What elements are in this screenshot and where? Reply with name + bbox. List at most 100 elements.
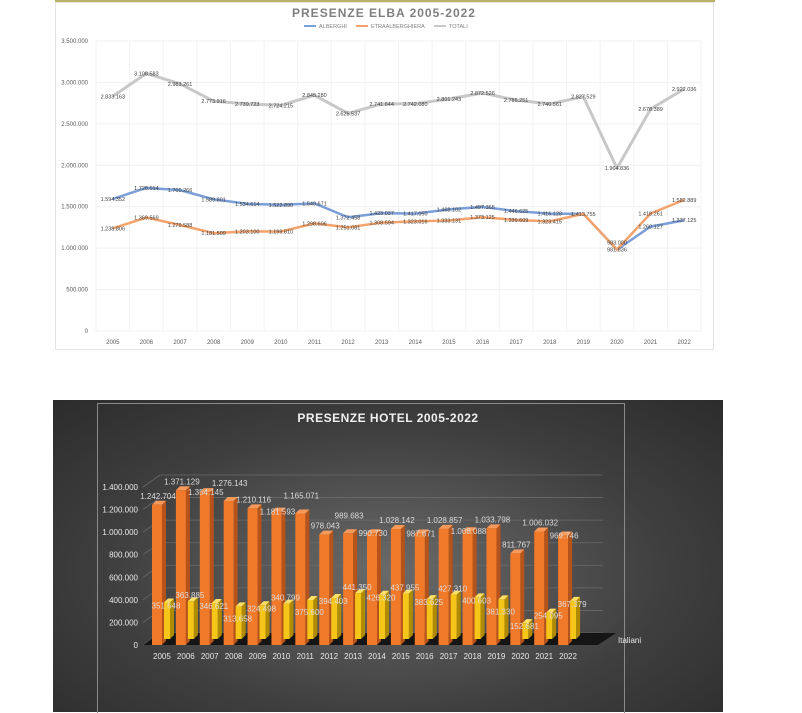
x-tick-label: 2015 bbox=[442, 340, 456, 346]
data-label: 978.043 bbox=[311, 522, 340, 531]
bar-top bbox=[498, 595, 509, 600]
bar bbox=[438, 528, 449, 645]
data-point bbox=[515, 210, 517, 212]
data-point bbox=[482, 206, 484, 208]
bar-side bbox=[576, 596, 581, 639]
bar-top bbox=[438, 524, 453, 529]
bar-top bbox=[390, 524, 405, 529]
bar bbox=[402, 593, 409, 639]
data-point bbox=[347, 226, 349, 228]
data-label: 1.260.127 bbox=[638, 225, 662, 231]
x-tick-label: 2007 bbox=[173, 340, 187, 346]
data-label: 313.658 bbox=[223, 614, 252, 623]
window-top-border bbox=[55, 0, 715, 2]
data-label: 375.600 bbox=[295, 608, 324, 617]
bar bbox=[175, 490, 186, 645]
data-label: 383.625 bbox=[414, 598, 443, 607]
data-label: 1.700.266 bbox=[168, 188, 192, 194]
data-label: 1.333.131 bbox=[437, 219, 461, 225]
x-tick-label: 2013 bbox=[375, 340, 389, 346]
bar bbox=[462, 531, 473, 645]
x-tick-label: 2005 bbox=[106, 340, 120, 346]
data-point bbox=[246, 103, 248, 105]
data-point bbox=[179, 189, 181, 191]
bar bbox=[546, 612, 553, 639]
data-point bbox=[414, 220, 416, 222]
x-tick-label: 2011 bbox=[297, 652, 315, 661]
data-point bbox=[313, 202, 315, 204]
data-point bbox=[515, 99, 517, 101]
data-label: 1.371.129 bbox=[164, 477, 200, 486]
bar-top bbox=[235, 602, 246, 607]
bar-top bbox=[462, 527, 477, 532]
x-tick-label: 2018 bbox=[464, 652, 482, 661]
x-tick-label: 2007 bbox=[201, 652, 219, 661]
data-point bbox=[145, 187, 147, 189]
x-tick-label: 2022 bbox=[678, 340, 692, 346]
bar bbox=[331, 598, 338, 639]
data-point bbox=[347, 216, 349, 218]
x-tick-label: 2020 bbox=[610, 340, 624, 346]
bar bbox=[426, 599, 433, 639]
bar-top bbox=[259, 601, 270, 606]
bar-top bbox=[271, 507, 286, 512]
data-label: 1.028.142 bbox=[379, 516, 415, 525]
data-label: 1.008.088 bbox=[451, 527, 487, 536]
data-point bbox=[482, 92, 484, 94]
bar bbox=[390, 528, 401, 645]
data-label: 1.728.014 bbox=[134, 186, 158, 192]
bar-side bbox=[241, 602, 246, 639]
bar bbox=[152, 504, 162, 645]
bar bbox=[486, 528, 497, 645]
depth-axis-label: Italiani bbox=[618, 636, 641, 645]
bar-top bbox=[319, 530, 334, 535]
data-label: 2.625.537 bbox=[336, 111, 360, 117]
bar-top bbox=[307, 596, 318, 601]
bar-top bbox=[211, 599, 222, 604]
data-label: 1.028.857 bbox=[427, 516, 463, 525]
bar-side bbox=[520, 549, 525, 645]
x-tick-label: 2009 bbox=[249, 652, 267, 661]
data-point bbox=[683, 219, 685, 221]
bar-side bbox=[217, 599, 222, 639]
bar bbox=[570, 600, 577, 639]
data-label: 3.108.583 bbox=[134, 71, 158, 77]
data-label: 1.534.614 bbox=[235, 202, 259, 208]
bar-top bbox=[558, 531, 573, 536]
data-label: 1.242.704 bbox=[140, 492, 176, 501]
data-label: 2.740.561 bbox=[538, 102, 562, 108]
data-label: 1.372.458 bbox=[336, 215, 360, 221]
data-point bbox=[549, 220, 551, 222]
bar-side bbox=[337, 594, 342, 639]
y-tick-label: 0 bbox=[85, 329, 89, 335]
bar-side bbox=[552, 608, 557, 639]
data-point bbox=[213, 198, 215, 200]
data-label: 1.594.352 bbox=[101, 197, 125, 203]
data-label: 1.418.261 bbox=[638, 211, 662, 217]
chart-title: PRESENZE ELBA 2005-2022 bbox=[292, 6, 476, 20]
gridline bbox=[142, 497, 603, 510]
legend-label: ETRAALBERGHIERA bbox=[371, 24, 425, 30]
data-label: 346.621 bbox=[199, 602, 228, 611]
data-label: 1.279.588 bbox=[168, 223, 192, 229]
data-point bbox=[179, 83, 181, 85]
data-label: 426.320 bbox=[367, 594, 396, 603]
chart-presenze-elba: PRESENZE ELBA 2005-2022 0 500.000 1.000.000… bbox=[55, 2, 714, 350]
x-tick-label: 2021 bbox=[644, 340, 658, 346]
bar bbox=[259, 605, 266, 639]
data-label: 1.964.836 bbox=[605, 166, 629, 172]
data-point bbox=[112, 198, 114, 200]
data-point bbox=[112, 95, 114, 97]
bar bbox=[235, 606, 242, 639]
data-label: 1.181.509 bbox=[201, 231, 225, 237]
data-label: 1.417.050 bbox=[403, 212, 427, 218]
data-label: 1.203.100 bbox=[235, 229, 259, 235]
data-label: 437.955 bbox=[390, 584, 419, 593]
x-tick-label: 2020 bbox=[511, 652, 529, 661]
y-tick-label: 400.000 bbox=[109, 596, 138, 605]
data-label: 2.827.529 bbox=[571, 95, 595, 101]
bar-top bbox=[450, 590, 461, 595]
x-tick-label: 2014 bbox=[368, 652, 386, 661]
bar-top bbox=[187, 597, 198, 602]
y-tick-label: 600.000 bbox=[109, 573, 138, 582]
